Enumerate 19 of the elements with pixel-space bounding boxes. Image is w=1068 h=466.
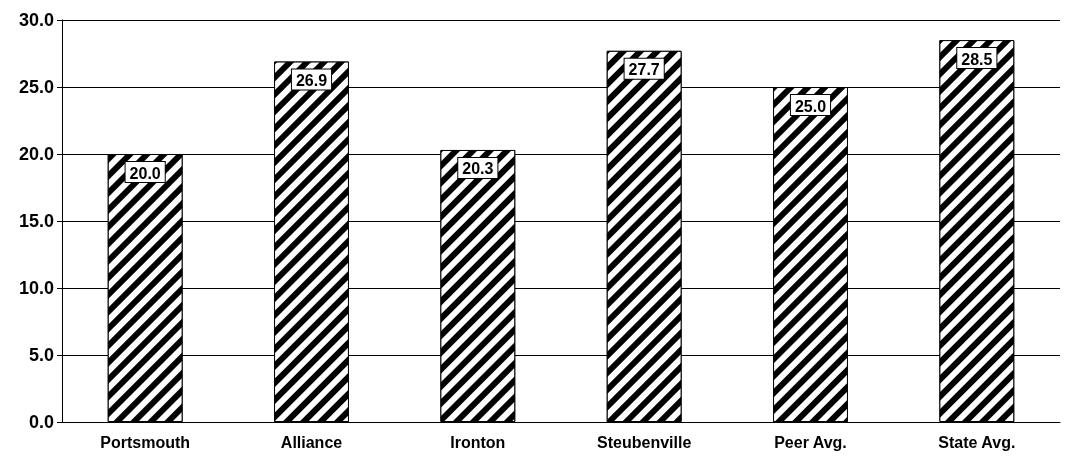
x-tick-label: Ironton — [450, 433, 506, 451]
y-tick-label: 15.0 — [18, 211, 54, 231]
x-tick-label: Portsmouth — [100, 433, 191, 451]
data-label: 28.5 — [961, 50, 993, 68]
x-tick-label: Peer Avg. — [774, 433, 847, 451]
data-label: 26.9 — [295, 72, 328, 90]
data-label: 20.3 — [462, 160, 494, 178]
data-label: 27.7 — [628, 61, 660, 79]
data-label: 25.0 — [794, 97, 827, 115]
x-tick-label: Alliance — [280, 433, 343, 451]
x-tick-label: Steubenville — [597, 433, 692, 451]
y-tick-label: 25.0 — [18, 77, 54, 97]
y-tick-label: 20.0 — [18, 144, 54, 164]
y-tick-label: 5.0 — [28, 345, 54, 365]
x-tick-label: State Avg. — [938, 433, 1016, 451]
y-tick-label: 30.0 — [18, 10, 54, 30]
y-tick-label: 10.0 — [18, 278, 54, 298]
data-label: 20.0 — [129, 164, 161, 182]
y-tick-label: 0.0 — [28, 412, 54, 432]
